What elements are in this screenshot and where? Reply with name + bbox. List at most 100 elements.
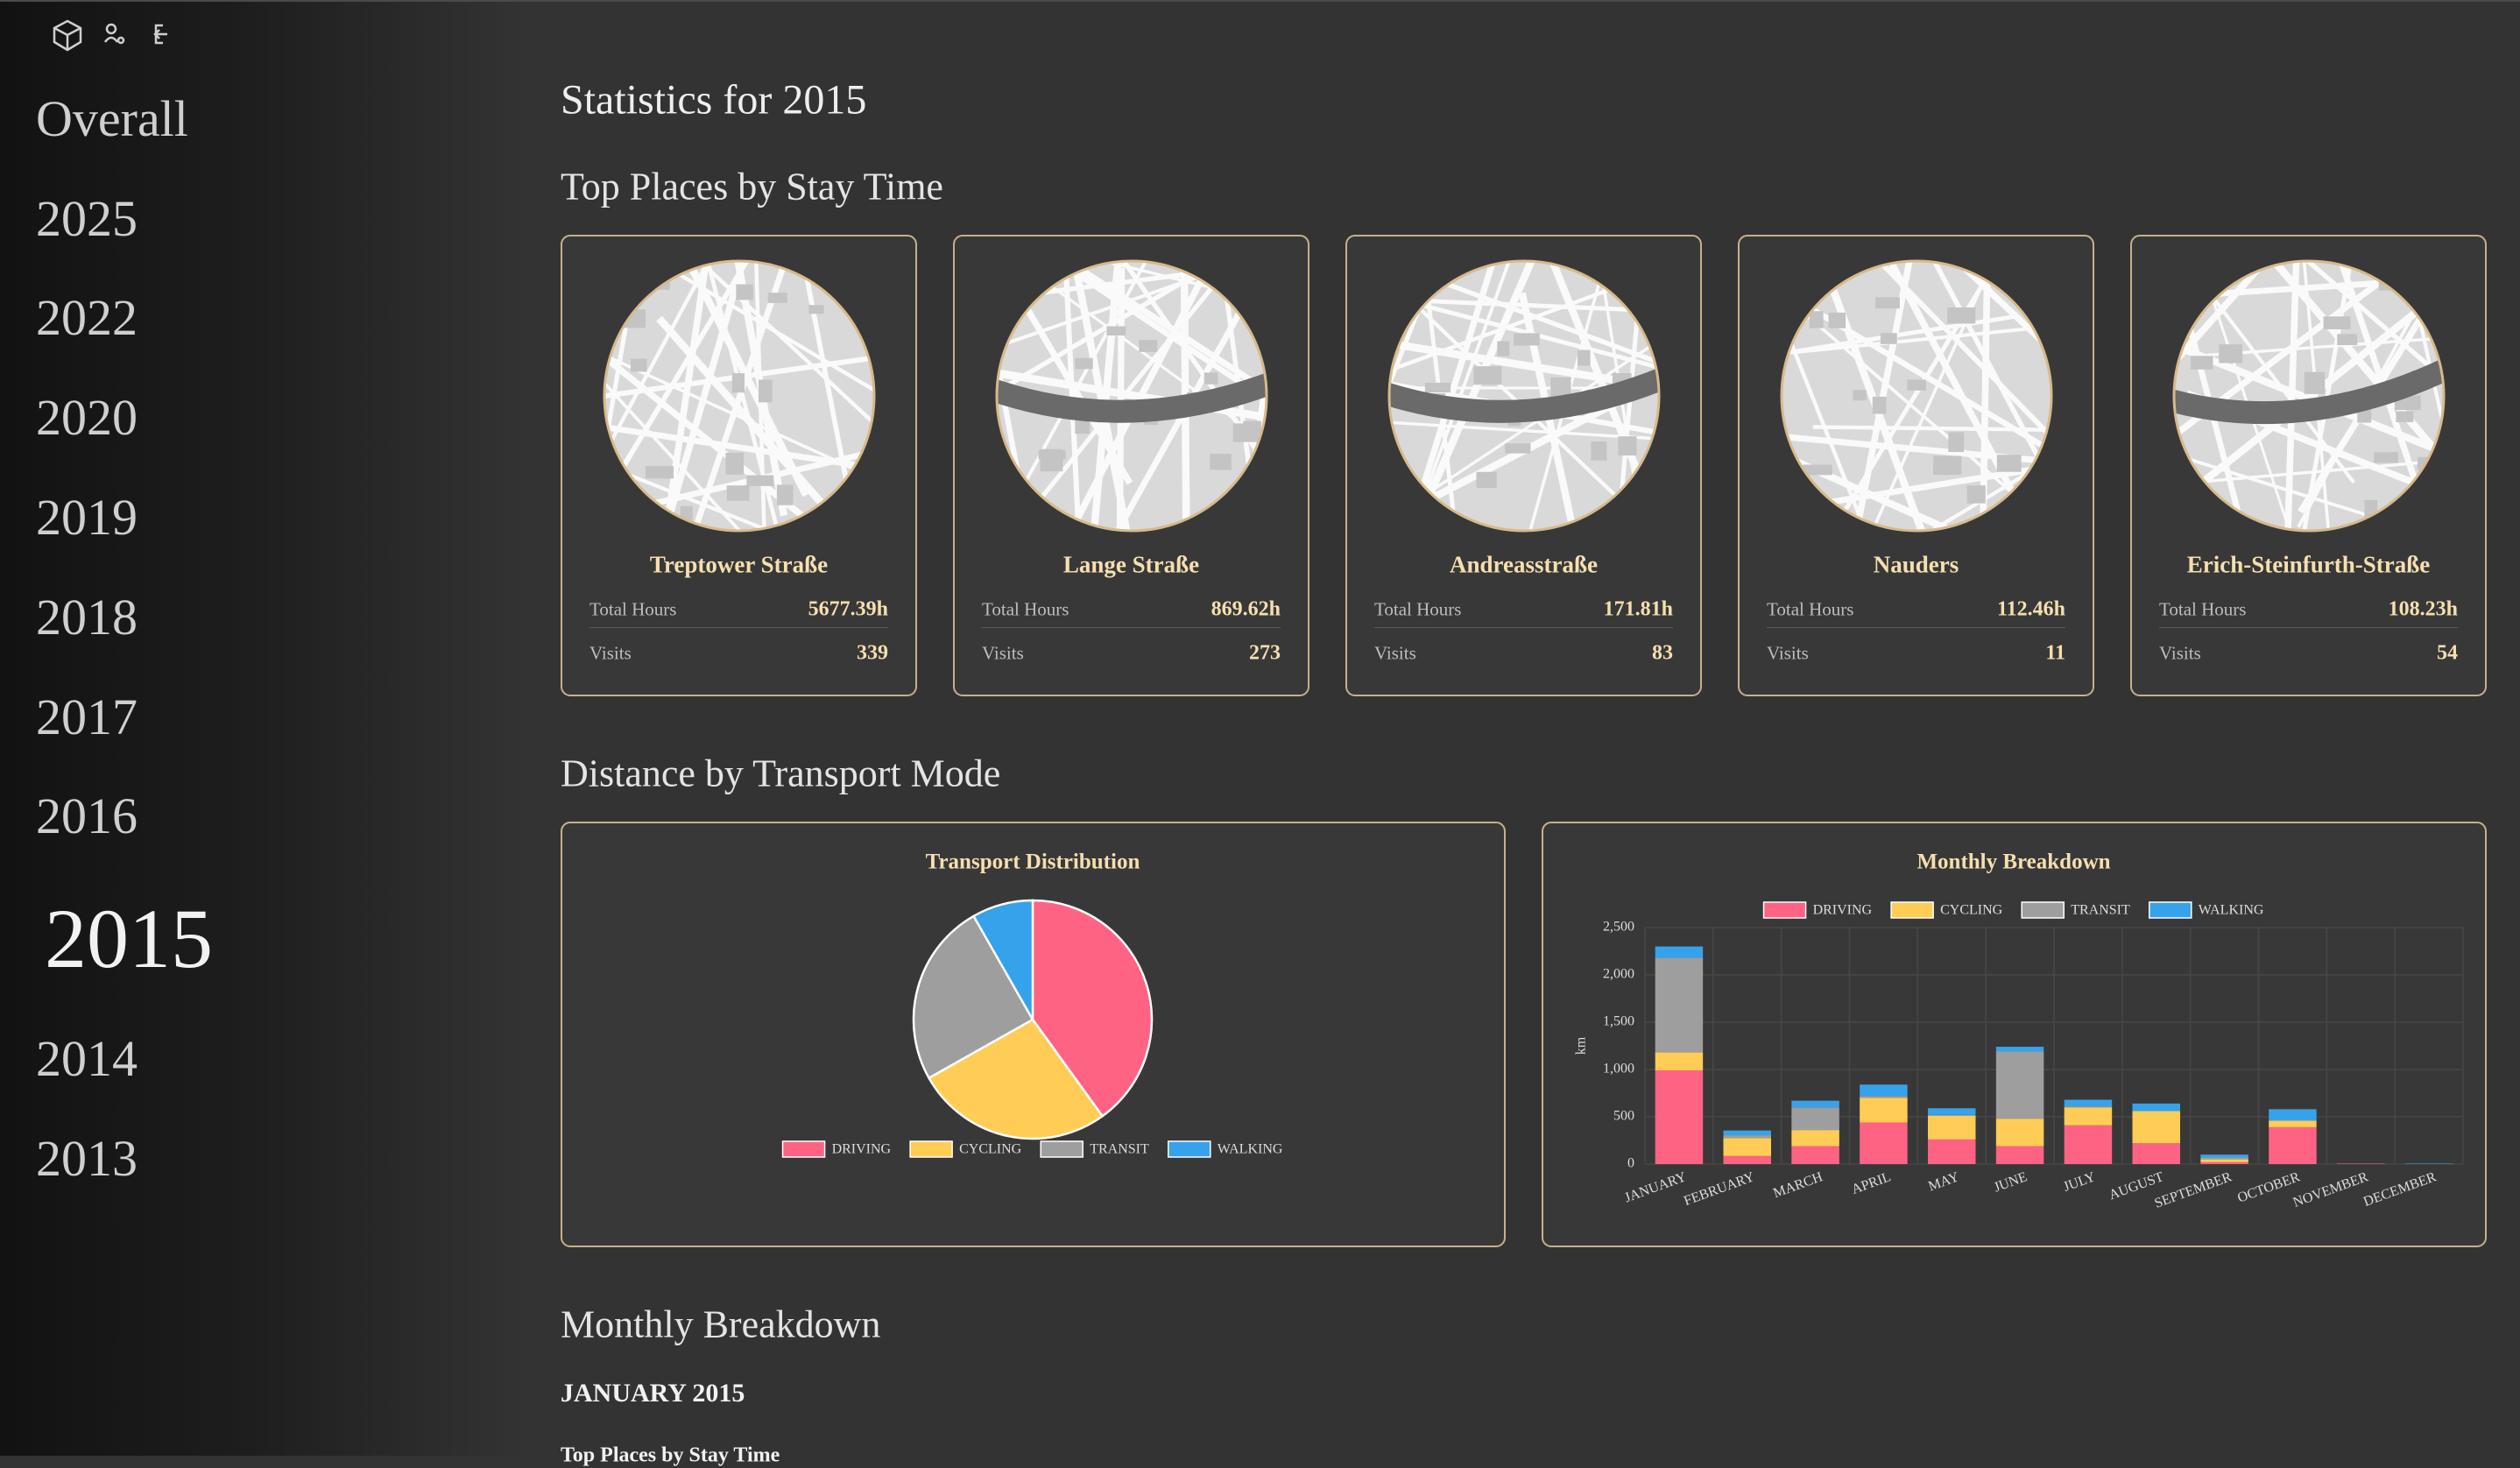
building	[2219, 344, 2242, 363]
map-thumbnail	[1347, 236, 1700, 552]
building	[1139, 340, 1157, 352]
divider	[2159, 627, 2458, 628]
map	[1740, 236, 2093, 552]
x-tick-label: JULY	[2061, 1169, 2097, 1195]
bar	[2200, 1162, 2248, 1164]
visits-value: 273	[1249, 642, 1281, 666]
nav-year[interactable]: 2013	[36, 1133, 138, 1184]
building	[1041, 449, 1063, 471]
chart-title: Monthly Breakdown	[1916, 850, 2110, 874]
building	[1933, 456, 1961, 476]
logout-icon[interactable]	[155, 25, 167, 43]
nav-year[interactable]: 2014	[36, 1034, 138, 1084]
bar	[1791, 1101, 1839, 1108]
building	[746, 476, 773, 486]
bar	[1655, 1053, 1703, 1071]
legend-swatch	[1168, 1141, 1211, 1157]
bar	[1928, 1108, 1975, 1115]
bar	[1860, 1084, 1907, 1096]
building	[1425, 383, 1451, 392]
divider	[982, 627, 1281, 628]
nav-year[interactable]: 2016	[36, 791, 138, 842]
building	[1591, 441, 1606, 461]
legend-label: DRIVING	[832, 1142, 892, 1157]
bar	[2200, 1157, 2248, 1159]
building	[777, 484, 794, 505]
legend-swatch	[783, 1141, 825, 1157]
y-tick-label: 0	[1627, 1156, 1634, 1171]
building	[2337, 334, 2357, 345]
building	[2305, 372, 2325, 394]
legend-swatch	[1764, 902, 1806, 918]
legend-swatch	[1041, 1141, 1083, 1157]
user-icon[interactable]	[105, 25, 124, 43]
y-tick-label: 1,000	[1603, 1062, 1634, 1076]
building	[808, 305, 823, 314]
visits-label: Visits	[982, 643, 1024, 665]
divider	[1374, 627, 1673, 628]
bar	[1655, 947, 1703, 958]
building	[1618, 436, 1636, 455]
hours-value: 108.23h	[2389, 598, 2458, 622]
building	[1810, 311, 1824, 328]
bar	[2405, 1163, 2453, 1164]
bar	[1724, 1135, 1771, 1138]
bar	[2065, 1100, 2112, 1107]
x-tick-label: SEPTEMBER	[2153, 1169, 2234, 1211]
building	[1106, 327, 1126, 336]
building	[2374, 452, 2398, 462]
bar	[2065, 1107, 2112, 1126]
building	[1875, 297, 1900, 308]
hours-label: Total Hours	[2159, 599, 2246, 621]
x-tick-label: JANUARY	[1622, 1169, 1689, 1205]
divider	[1767, 627, 2065, 628]
place-name: Andreasstraße	[1347, 552, 1700, 579]
map	[1347, 236, 1700, 552]
section-title: Top Places by Stay Time	[561, 165, 943, 209]
building	[759, 380, 773, 403]
building	[1997, 455, 2022, 472]
building	[1948, 432, 1964, 452]
nav-year[interactable]: 2020	[36, 392, 138, 443]
nav-year[interactable]: 2017	[36, 692, 138, 743]
hours-value: 112.46h	[1997, 598, 2065, 622]
building	[1829, 313, 1846, 328]
building	[1907, 379, 1926, 390]
nav-year[interactable]: 2019	[36, 492, 138, 543]
map-bg	[1775, 254, 2064, 543]
nav-year[interactable]: 2018	[36, 592, 138, 643]
building	[646, 466, 674, 478]
building	[1243, 421, 1261, 434]
bar	[1655, 958, 1703, 1053]
legend-swatch	[1891, 902, 1933, 918]
x-tick-label: NOVEMBER	[2291, 1169, 2370, 1210]
nav-year[interactable]: 2015	[45, 897, 213, 981]
chart-title: Transport Distribution	[926, 850, 1140, 874]
building	[1881, 333, 1897, 344]
nav-year[interactable]: Overall	[36, 94, 188, 145]
hours-value: 5677.39h	[808, 598, 888, 622]
nav-year[interactable]: 2025	[36, 194, 138, 244]
legend-label: CYCLING	[959, 1142, 1022, 1157]
bar	[2269, 1120, 2316, 1127]
bar	[2269, 1127, 2316, 1164]
section-title: Monthly Breakdown	[561, 1302, 880, 1347]
hours-value: 869.62h	[1211, 598, 1281, 622]
hours-label: Total Hours	[1767, 599, 1853, 621]
building	[1636, 468, 1665, 480]
nav-year[interactable]: 2022	[36, 293, 138, 343]
map-thumbnail	[2132, 236, 2485, 552]
building	[725, 453, 744, 475]
map-thumbnail	[1740, 236, 2093, 552]
building	[1075, 358, 1092, 370]
building	[1210, 454, 1232, 469]
logo-icon[interactable]	[54, 21, 81, 50]
